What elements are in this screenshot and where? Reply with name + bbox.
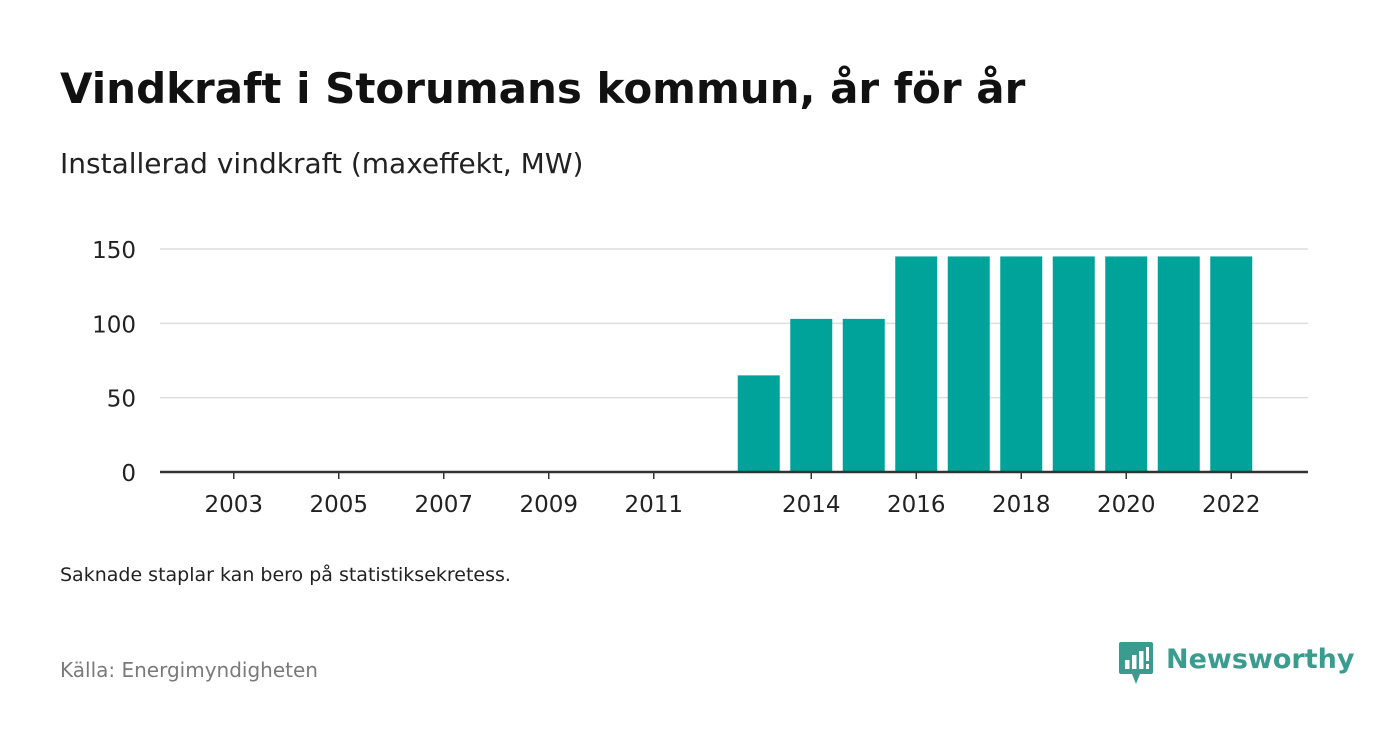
footnote: Saknade staplar kan bero på statistiksek… [60, 564, 511, 586]
x-tick-label: 2007 [414, 492, 473, 518]
x-tick-label: 2016 [887, 492, 946, 518]
bar-2022 [1210, 256, 1253, 472]
chart-title: Vindkraft i Storumans kommun, år för år [60, 64, 1026, 113]
brand: Newsworthy [1118, 640, 1354, 686]
newsworthy-logo-icon [1119, 642, 1153, 684]
x-tick-label: 2003 [204, 492, 263, 518]
axes: 0 50 100 150 2003 2005 2007 2009 2011 2014 2016 201… [92, 238, 1308, 518]
x-tick-label: 2009 [519, 492, 578, 518]
bar-2013 [737, 375, 780, 472]
chart-subtitle: Installerad vindkraft (maxeffekt, MW) [60, 147, 584, 180]
bar-chart: 0 50 100 150 2003 2005 2007 2009 2011 2014 2016 201… [92, 238, 1308, 518]
x-tick-label: 2022 [1202, 492, 1261, 518]
x-tick-label: 2011 [624, 492, 683, 518]
bar-2018 [1000, 256, 1043, 472]
bar-2014 [790, 318, 833, 472]
y-tick-label: 50 [107, 387, 136, 413]
bar-2021 [1157, 256, 1200, 472]
brand-name: Newsworthy [1166, 643, 1355, 675]
bar-2016 [895, 256, 938, 472]
x-tick-label: 2005 [309, 492, 368, 518]
y-tick-label: 150 [92, 238, 136, 264]
bar-2017 [947, 256, 990, 472]
bar-2020 [1105, 256, 1148, 472]
bar-2019 [1052, 256, 1095, 472]
y-tick-label: 0 [121, 461, 136, 487]
bar-2015 [842, 318, 885, 472]
source-label: Källa: Energimyndigheten [60, 658, 318, 682]
x-tick-label: 2014 [782, 492, 841, 518]
x-tick-label: 2018 [992, 492, 1051, 518]
bars [737, 256, 1253, 472]
y-tick-label: 100 [92, 312, 136, 338]
x-tick-label: 2020 [1097, 492, 1156, 518]
